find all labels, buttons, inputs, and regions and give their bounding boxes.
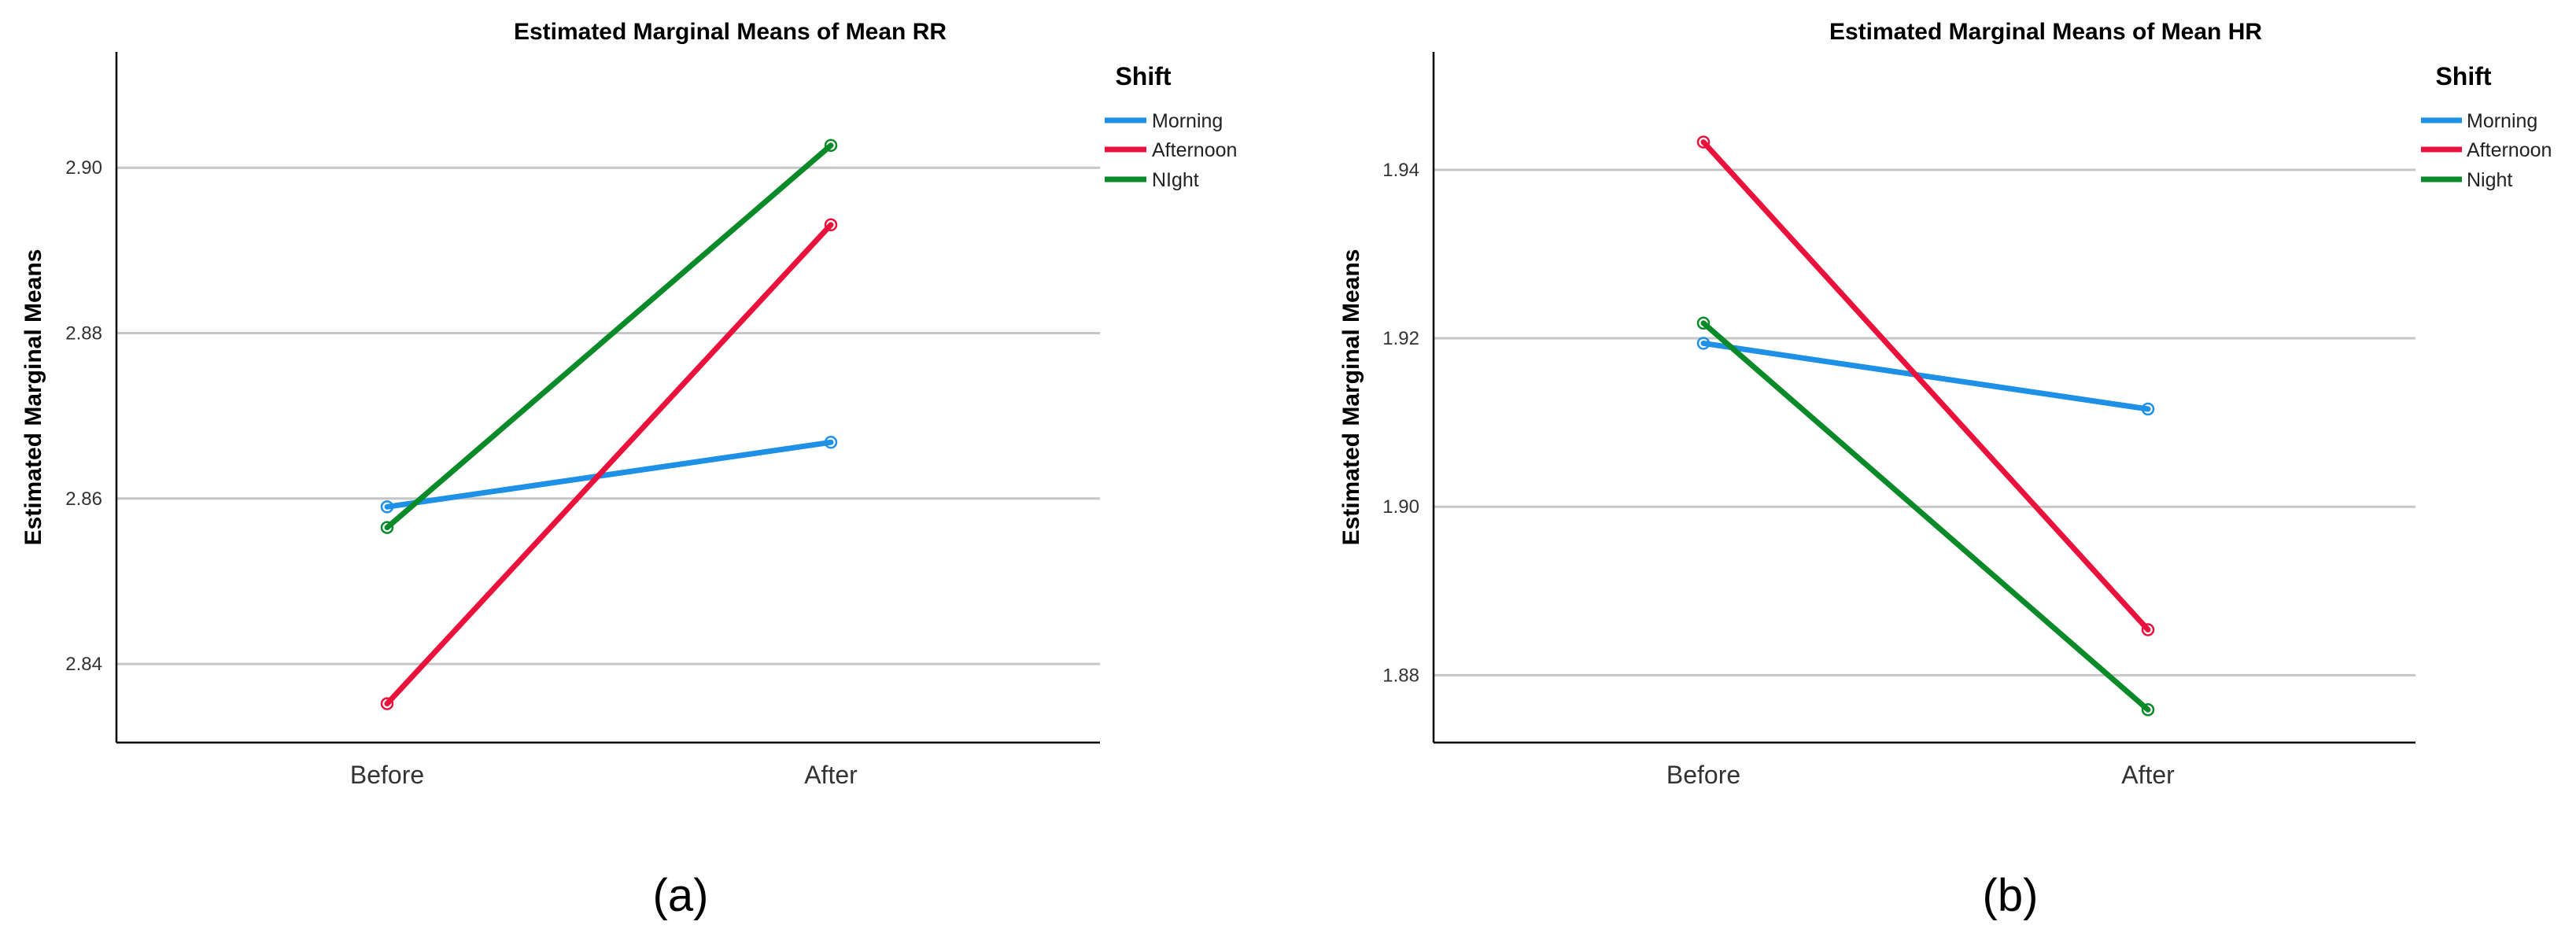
legend-title: Shift bbox=[1115, 62, 1171, 90]
data-point-night-after bbox=[824, 138, 838, 153]
series-afternoon bbox=[1696, 135, 2155, 636]
data-point-afternoon-after bbox=[824, 218, 838, 232]
y-tick-label: 1.94 bbox=[1382, 160, 1419, 181]
chart-title: Estimated Marginal Means of Mean RR bbox=[514, 19, 947, 45]
y-tick-label: 2.90 bbox=[65, 157, 102, 179]
series-line-afternoon bbox=[1700, 139, 2151, 633]
x-tick-label: Before bbox=[350, 761, 424, 789]
x-tick-label: After bbox=[804, 761, 858, 789]
legend-title: Shift bbox=[2435, 62, 2491, 90]
legend-entry: Afternoon bbox=[1152, 139, 1237, 161]
data-point-morning-after bbox=[2141, 402, 2155, 416]
legend: Shift Morning Afternoon NIght bbox=[1105, 62, 1237, 191]
x-tick-label: After bbox=[2121, 761, 2175, 789]
chart-panel-b: 1.88 1.90 1.92 1.94 Before After Estimated Mar… bbox=[1338, 19, 2552, 921]
legend-entry: Morning bbox=[2467, 110, 2537, 132]
data-point-morning-before bbox=[380, 500, 394, 514]
legend-entry: Afternoon bbox=[2467, 139, 2552, 161]
series-line-morning bbox=[1700, 340, 2151, 412]
x-tick-label: Before bbox=[1666, 761, 1740, 789]
y-tick-label: 2.88 bbox=[65, 323, 102, 345]
chart-panel-a: 2.84 2.86 2.88 2.90 Before After Estimated Mar… bbox=[20, 19, 1237, 921]
panel-label: (a) bbox=[653, 870, 709, 921]
data-point-night-before bbox=[380, 521, 394, 534]
series-line-morning bbox=[384, 439, 834, 510]
data-point-night-after bbox=[2141, 702, 2155, 717]
y-tick-label: 2.86 bbox=[65, 488, 102, 510]
series-morning bbox=[1696, 337, 2155, 416]
series-morning bbox=[380, 436, 838, 514]
series-line-night bbox=[1700, 320, 2151, 713]
series-night bbox=[1696, 316, 2155, 717]
panel-label: (b) bbox=[1983, 870, 2039, 921]
series-line-night bbox=[384, 142, 834, 531]
legend-entry: Morning bbox=[1152, 110, 1223, 132]
y-tick-label: 1.90 bbox=[1382, 496, 1419, 518]
series-afternoon bbox=[380, 218, 838, 710]
legend: Shift Morning Afternoon Night bbox=[2421, 62, 2552, 191]
y-axis-label: Estimated Marginal Means bbox=[1338, 249, 1364, 546]
series-line-afternoon bbox=[384, 222, 834, 707]
data-point-morning-before bbox=[1696, 337, 1711, 350]
data-point-afternoon-after bbox=[2141, 623, 2155, 636]
data-point-afternoon-before bbox=[380, 697, 394, 710]
data-point-afternoon-before bbox=[1696, 135, 1711, 149]
y-tick-label: 2.84 bbox=[65, 654, 102, 675]
y-tick-label: 1.92 bbox=[1382, 328, 1419, 349]
series-night bbox=[380, 138, 838, 534]
y-axis-label: Estimated Marginal Means bbox=[20, 249, 46, 546]
legend-entry: NIght bbox=[1152, 169, 1199, 191]
y-tick-label: 1.88 bbox=[1382, 665, 1419, 686]
legend-entry: Night bbox=[2467, 169, 2512, 191]
chart-title: Estimated Marginal Means of Mean HR bbox=[1829, 19, 2262, 45]
data-point-morning-after bbox=[824, 436, 838, 449]
data-point-night-before bbox=[1696, 316, 1711, 330]
